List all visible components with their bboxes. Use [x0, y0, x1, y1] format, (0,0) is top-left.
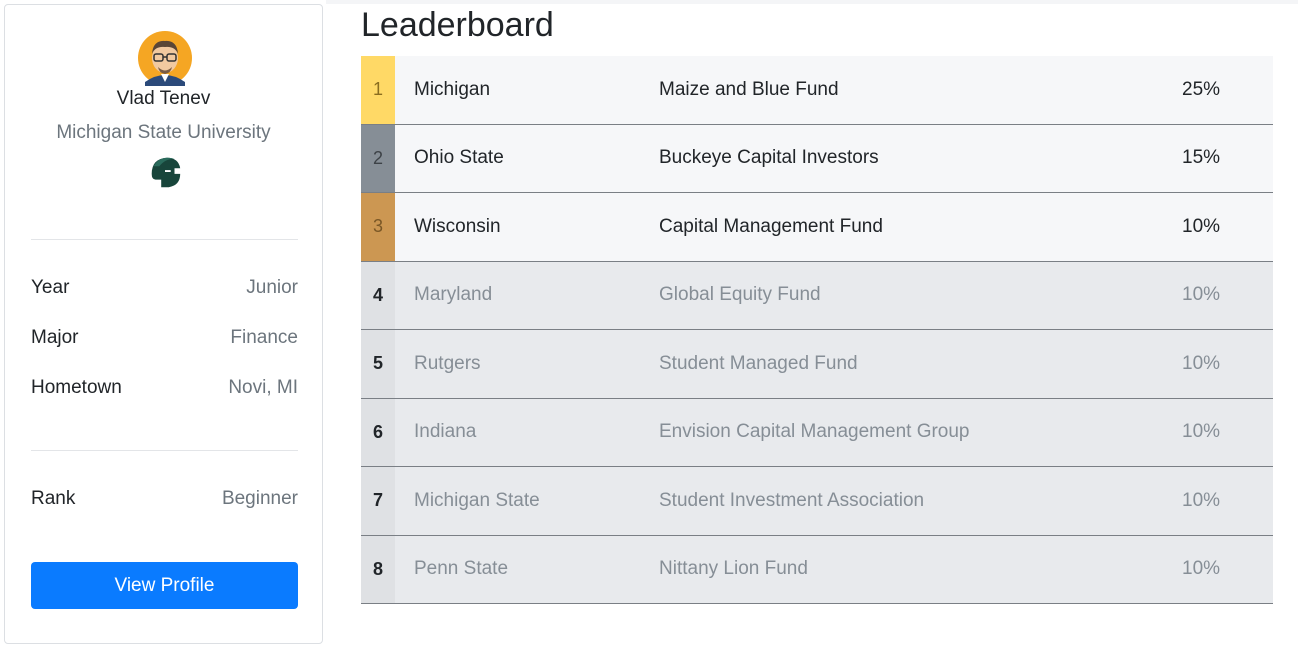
school-cell: Rutgers [414, 352, 481, 374]
percent-cell: 25% [1182, 78, 1221, 100]
fund-cell: Student Investment Association [659, 489, 925, 511]
school-cell: Indiana [414, 421, 477, 443]
percent-cell: 10% [1182, 421, 1221, 443]
school-cell: Ohio State [414, 147, 504, 169]
school-cell: Maryland [414, 284, 493, 306]
profile-row-hometown: Hometown Novi, MI [31, 377, 298, 399]
table-row[interactable]: 6 Indiana Envision Capital Management Gr… [361, 398, 1273, 467]
profile-name: Vlad Tenev [116, 88, 211, 109]
school-cell: Penn State [414, 558, 509, 580]
divider [31, 239, 298, 240]
top-strip [326, 0, 1298, 4]
fund-cell: Maize and Blue Fund [659, 78, 839, 100]
profile-row-label: Rank [31, 488, 76, 509]
profile-row-value: Beginner [221, 488, 298, 509]
profile-row-label: Hometown [31, 377, 122, 398]
fund-cell: Student Managed Fund [659, 352, 858, 374]
fund-cell: Global Equity Fund [659, 284, 821, 306]
school-cell: Michigan [414, 78, 491, 100]
percent-cell: 10% [1182, 489, 1221, 511]
fund-cell: Buckeye Capital Investors [659, 147, 879, 169]
profile-school: Michigan State University [56, 122, 271, 143]
percent-cell: 10% [1182, 215, 1221, 237]
divider [31, 450, 298, 451]
rank-badge: 6 [361, 398, 395, 466]
table-row[interactable]: 3 Wisconsin Capital Management Fund 10% [361, 193, 1273, 262]
rank-badge-bronze: 3 [361, 193, 395, 261]
rank-badge: 8 [361, 535, 395, 603]
spartan-helmet-icon [151, 157, 181, 188]
profile-row-value: Junior [246, 277, 298, 298]
leaderboard-table: 1 Michigan Maize and Blue Fund 25% 2 Ohi… [361, 56, 1273, 604]
fund-cell: Envision Capital Management Group [659, 421, 970, 443]
profile-row-label: Year [31, 277, 70, 298]
profile-row-year: Year Junior [31, 277, 298, 299]
avatar[interactable] [137, 30, 193, 86]
percent-cell: 10% [1182, 352, 1221, 374]
profile-row-major: Major Finance [31, 327, 298, 349]
fund-cell: Nittany Lion Fund [659, 558, 808, 580]
table-row[interactable]: 2 Ohio State Buckeye Capital Investors 1… [361, 124, 1273, 193]
profile-row-value: Novi, MI [228, 377, 298, 398]
rank-badge: 5 [361, 330, 395, 398]
percent-cell: 10% [1182, 284, 1221, 306]
table-row[interactable]: 8 Penn State Nittany Lion Fund 10% [361, 535, 1273, 604]
profile-row-rank: Rank Beginner [31, 488, 298, 510]
rank-badge-silver: 2 [361, 124, 395, 192]
profile-row-value: Finance [230, 327, 298, 348]
rank-badge: 4 [361, 261, 395, 329]
view-profile-button[interactable]: View Profile [31, 562, 298, 609]
profile-card: Vlad Tenev Michigan State University Yea… [4, 4, 323, 644]
table-row[interactable]: 4 Maryland Global Equity Fund 10% [361, 261, 1273, 330]
table-row[interactable]: 5 Rutgers Student Managed Fund 10% [361, 330, 1273, 399]
fund-cell: Capital Management Fund [659, 215, 883, 237]
school-cell: Michigan State [414, 489, 540, 511]
table-row[interactable]: 1 Michigan Maize and Blue Fund 25% [361, 56, 1273, 125]
percent-cell: 15% [1182, 147, 1221, 169]
table-row[interactable]: 7 Michigan State Student Investment Asso… [361, 467, 1273, 536]
rank-badge-gold: 1 [361, 56, 395, 124]
school-cell: Wisconsin [414, 215, 501, 237]
page-title: Leaderboard [361, 6, 554, 44]
percent-cell: 10% [1182, 558, 1221, 580]
profile-row-label: Major [31, 327, 79, 348]
rank-badge: 7 [361, 467, 395, 535]
